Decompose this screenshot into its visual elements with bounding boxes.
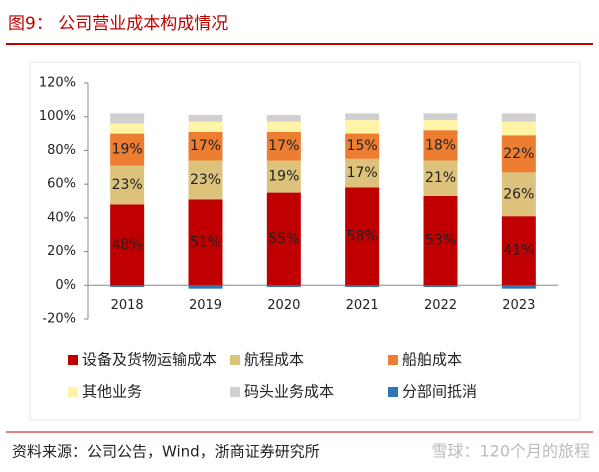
source: 资料来源：公司公告，Wind，浙商证券研究所	[12, 443, 320, 461]
legend-label: 设备及货物运输成本	[82, 351, 217, 369]
data-label: 21%	[425, 170, 456, 186]
y-tick-label: 60%	[47, 177, 76, 192]
bar-segment	[501, 216, 536, 286]
bar-segment	[501, 113, 536, 122]
legend-swatch	[230, 355, 240, 365]
bar-segment	[266, 115, 301, 122]
y-tick-label: 120%	[39, 76, 76, 91]
data-label: 26%	[503, 186, 534, 202]
bar-segment	[110, 123, 145, 134]
bar-segment	[188, 285, 223, 289]
data-label: 41%	[503, 243, 534, 259]
bar-segment	[345, 285, 380, 287]
y-tick-label: 100%	[39, 109, 76, 124]
x-tick-label: 2023	[502, 298, 535, 313]
data-label: 22%	[503, 146, 534, 162]
bar-segment	[501, 135, 536, 173]
y-tick-label: -20%	[42, 312, 76, 327]
bar-segment	[423, 160, 458, 196]
y-tick-label: 0%	[55, 278, 76, 293]
data-label: 51%	[190, 234, 221, 250]
legend-label: 其他业务	[82, 383, 142, 401]
bar-segment	[423, 130, 458, 161]
bar-segment	[188, 160, 223, 200]
x-tick-label: 2018	[111, 298, 144, 313]
legend-label: 分部间抵消	[402, 383, 477, 401]
y-tick-label: 20%	[47, 244, 76, 259]
bar-segment	[423, 113, 458, 121]
bar-segment	[423, 120, 458, 131]
bar-segment	[266, 192, 301, 286]
bar-segment	[345, 113, 380, 121]
bar-segment	[188, 115, 223, 122]
chart-frame	[29, 61, 581, 421]
bar-segment	[345, 187, 380, 286]
data-label: 58%	[347, 228, 378, 244]
data-label: 23%	[112, 177, 143, 193]
bar-segment	[501, 121, 536, 136]
bar-segment	[188, 131, 223, 161]
data-label: 53%	[425, 233, 456, 249]
bar-segment	[266, 131, 301, 161]
x-tick-label: 2019	[189, 298, 222, 313]
data-label: 17%	[347, 165, 378, 181]
bar-segment	[345, 133, 380, 159]
bar-segment	[188, 121, 223, 132]
bar-segment	[110, 133, 145, 166]
bar-segment	[266, 160, 301, 193]
data-label: 55%	[268, 231, 299, 247]
bar-segment	[266, 285, 301, 287]
legend-swatch	[388, 387, 398, 397]
bar-segment	[345, 120, 380, 134]
bar-segment	[110, 113, 145, 124]
data-label: 19%	[112, 142, 143, 158]
bar-segment	[110, 165, 145, 205]
data-label: 17%	[190, 138, 221, 154]
y-tick-label: 80%	[47, 143, 76, 158]
bar-segment	[501, 285, 536, 289]
data-label: 48%	[112, 237, 143, 253]
legend-swatch	[230, 387, 240, 397]
legend-swatch	[388, 355, 398, 365]
watermark: 雪球：120个月的旅程	[431, 442, 590, 461]
bar-segment	[110, 204, 145, 286]
data-label: 17%	[268, 138, 299, 154]
legend-swatch	[68, 355, 78, 365]
data-label: 23%	[190, 172, 221, 188]
data-label: 15%	[347, 138, 378, 154]
data-label: 18%	[425, 137, 456, 153]
x-tick-label: 2020	[267, 298, 300, 313]
bar-segment	[110, 285, 145, 287]
bar-segment	[345, 158, 380, 188]
legend-label: 船舶成本	[402, 351, 462, 369]
x-tick-label: 2021	[346, 298, 379, 313]
chart-title: 图9： 公司营业成本构成情况	[8, 14, 228, 34]
bar-segment	[423, 195, 458, 286]
x-tick-label: 2022	[424, 298, 457, 313]
bar-segment	[266, 121, 301, 132]
bar-segment	[423, 285, 458, 287]
legend-label: 航程成本	[244, 351, 304, 369]
bar-segment	[501, 172, 536, 217]
legend-label: 码头业务成本	[244, 383, 334, 401]
legend-swatch	[68, 387, 78, 397]
data-label: 19%	[268, 169, 299, 185]
y-tick-label: 40%	[47, 210, 76, 225]
bar-segment	[188, 199, 223, 286]
